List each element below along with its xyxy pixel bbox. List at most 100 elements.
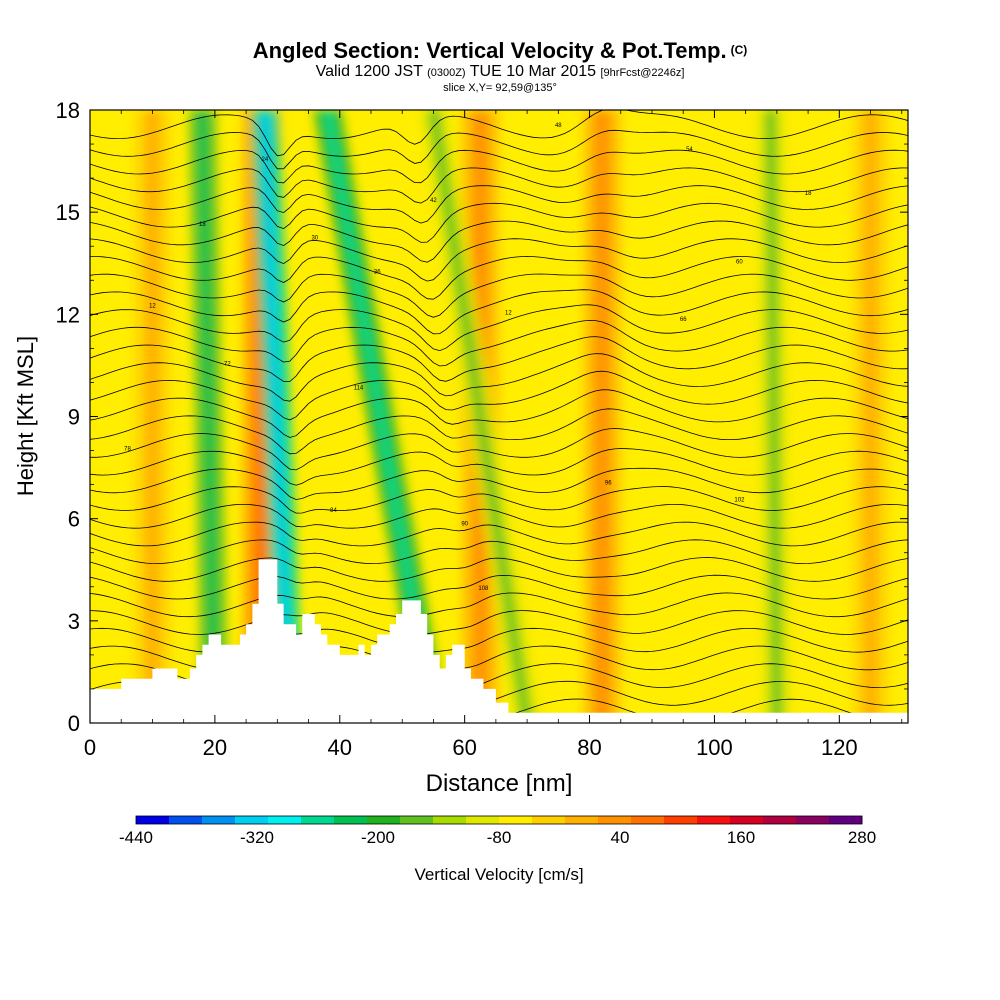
contour-label: 18 [805, 191, 812, 197]
colorbar-swatch [301, 816, 335, 824]
colorbar-swatch [829, 816, 863, 824]
descent-band-core [427, 110, 533, 723]
isentrope-line [90, 486, 908, 514]
colorbar-tick-label: 40 [611, 828, 630, 847]
colorbar-tick-label: -320 [240, 828, 274, 847]
isentrope-line [90, 389, 908, 438]
contour-label: 48 [555, 123, 562, 129]
isentrope-line [90, 273, 908, 318]
isentrope-line [90, 408, 908, 455]
isentrope-line [90, 202, 908, 243]
contour-label: 18 [199, 222, 206, 228]
contour-label: 108 [478, 586, 489, 592]
isentrope-line [90, 448, 908, 486]
isentrope-line [90, 255, 908, 300]
terrain [90, 559, 908, 723]
ascent-band-core [144, 110, 161, 723]
isentrope-line [90, 289, 908, 335]
colorbar-label: Vertical Velocity [cm/s] [414, 865, 583, 884]
contour-label: 42 [430, 198, 437, 204]
slice-info: slice X,Y= 92,59@135° [443, 82, 557, 94]
isentrope-line [90, 167, 908, 204]
colorbar-swatch [730, 816, 764, 824]
colorbar-swatch [433, 816, 467, 824]
x-tick-label: 20 [203, 735, 227, 760]
isentrope-line [90, 539, 908, 565]
ascent-band-core [862, 110, 879, 723]
isentrope-line [90, 610, 908, 635]
isentrope-line [90, 467, 908, 500]
contour-label: 72 [224, 361, 231, 367]
colorbar: -440 -320 -200 -80 40 160 280 [119, 815, 876, 847]
isentrope-line [90, 574, 908, 600]
x-tick-label: 80 [577, 735, 601, 760]
colorbar-swatch [697, 816, 731, 824]
x-tick-label: 60 [452, 735, 476, 760]
colorbar-tick-label: 280 [848, 828, 876, 847]
x-axis: 0 20 40 60 80 100 120 [84, 110, 903, 760]
isentrope-line [90, 428, 908, 471]
velocity-field [90, 110, 908, 723]
contour-label: 12 [149, 304, 156, 310]
y-tick-label: 9 [68, 405, 80, 430]
terrain-mask [90, 559, 908, 723]
y-axis: 0 36 9 12 15 18 [56, 98, 908, 736]
colorbar-tick-label: 160 [727, 828, 755, 847]
contour-label: 90 [461, 521, 468, 527]
descent-band-core [765, 110, 783, 723]
colorbar-tick-label: -200 [361, 828, 395, 847]
colorbar-swatch [367, 816, 401, 824]
colorbar-tick-label: -80 [487, 828, 512, 847]
colorbar-swatch [400, 816, 434, 824]
isentrope-line [90, 149, 908, 184]
contour-label: 36 [374, 269, 381, 275]
colorbar-swatch [499, 816, 533, 824]
isentrope-line [90, 521, 908, 547]
isentrope-line [90, 370, 908, 421]
colorbar-swatch [136, 816, 170, 824]
contour-label: 24 [261, 157, 268, 163]
isentrope-line [90, 304, 908, 352]
isentrope-line [90, 503, 908, 529]
contour-label: 54 [686, 147, 693, 153]
colorbar-swatch [796, 816, 830, 824]
colorbar-swatch [565, 816, 599, 824]
isentrope-line [90, 220, 908, 263]
y-tick-label: 6 [68, 507, 80, 532]
y-tick-label: 0 [68, 711, 80, 736]
contour-label: 114 [354, 385, 364, 391]
colorbar-swatch [532, 816, 566, 824]
contour-label: 78 [124, 447, 131, 453]
y-tick-label: 18 [56, 98, 80, 123]
chart-title: Angled Section: Vertical Velocity & Pot.… [252, 38, 748, 63]
colorbar-swatch [466, 816, 500, 824]
isentrope-line [90, 353, 908, 402]
isentrope-line [90, 185, 908, 224]
colorbar-swatch [268, 816, 302, 824]
colorbar-frame [135, 815, 863, 825]
potential-temperature-contours: 12 18 24 30 36 42 48 54 60 66 72 78 84 90 96 102 108 114 1… [90, 110, 908, 723]
isentrope-line [90, 319, 908, 367]
y-tick-label: 15 [56, 200, 80, 225]
contour-label: 60 [736, 259, 743, 265]
colorbar-swatch [631, 816, 665, 824]
colorbar-swatch [202, 816, 236, 824]
isentrope-line [90, 110, 908, 157]
colorbar-tick-label: -440 [119, 828, 153, 847]
descent-band-core [321, 110, 440, 723]
title-block: Angled Section: Vertical Velocity & Pot.… [0, 38, 1000, 95]
colorbar-swatch [169, 816, 203, 824]
isentrope-line [90, 336, 908, 382]
x-tick-label: 40 [328, 735, 352, 760]
isentrope-line [90, 238, 908, 282]
isentrope-line [90, 557, 908, 582]
chart-subtitle: Valid 1200 JST (0300Z) TUE 10 Mar 2015 [… [315, 63, 685, 80]
colorbar-swatch [598, 816, 632, 824]
x-axis-label: Distance [nm] [426, 770, 573, 797]
descent-band-core [259, 110, 296, 723]
isentrope-line [90, 129, 908, 170]
x-tick-label: 120 [821, 735, 858, 760]
contour-label: 66 [680, 317, 687, 323]
colorbar-swatch [763, 816, 797, 824]
